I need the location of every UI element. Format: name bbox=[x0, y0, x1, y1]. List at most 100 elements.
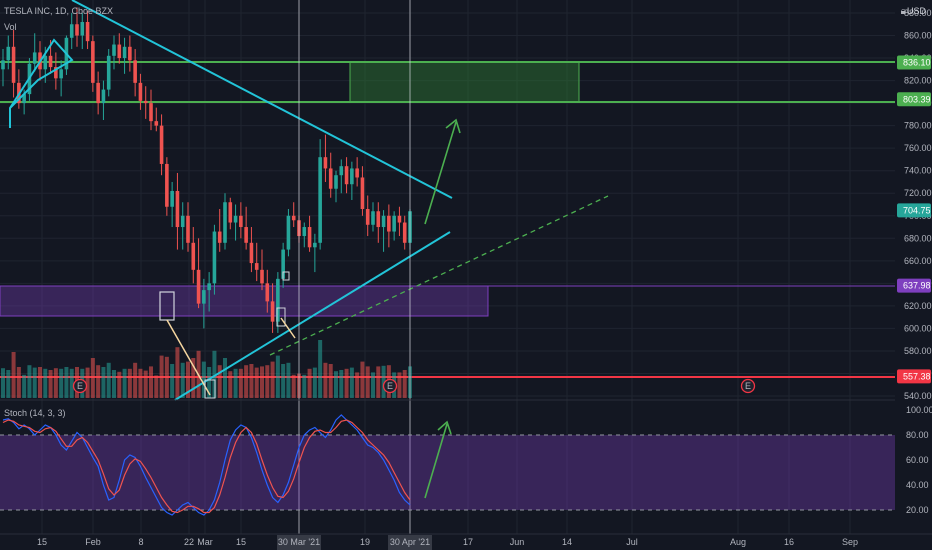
price-labels: 836.10 803.39 704.75 637.98 557.38 bbox=[897, 55, 931, 384]
volume-bar bbox=[11, 352, 16, 398]
volume-bar bbox=[233, 368, 238, 398]
candle-body bbox=[239, 215, 243, 228]
candle-body bbox=[270, 301, 275, 322]
candle-body bbox=[323, 157, 328, 169]
volume-bar bbox=[260, 366, 264, 398]
stoch-axis-ticks: 20.00 40.00 60.00 80.00 100.00 bbox=[906, 405, 932, 515]
candle-body bbox=[360, 177, 365, 210]
earnings-marker bbox=[740, 378, 756, 394]
time-tick: 15 bbox=[236, 537, 246, 547]
candle-body bbox=[286, 215, 291, 250]
volume-bar bbox=[360, 361, 365, 398]
currency-label[interactable]: USD bbox=[906, 6, 926, 16]
earnings-marker bbox=[382, 378, 398, 394]
price-label-box bbox=[897, 278, 931, 293]
volume-bar bbox=[27, 365, 32, 398]
volume-bar bbox=[217, 365, 222, 398]
volume-bar bbox=[16, 367, 21, 398]
price-axis[interactable] bbox=[895, 0, 932, 550]
volume-bar bbox=[127, 368, 132, 398]
candle-body bbox=[54, 67, 58, 79]
volume-bar bbox=[175, 347, 180, 398]
candle-body bbox=[313, 242, 317, 248]
volume-bar bbox=[355, 372, 360, 398]
volume-bar bbox=[270, 361, 275, 398]
time-tick: Feb bbox=[85, 537, 101, 547]
candle-body bbox=[11, 46, 16, 83]
volume-bar bbox=[90, 358, 95, 398]
candle-body bbox=[223, 202, 227, 243]
price-label-text: 557.38 bbox=[903, 371, 931, 381]
stoch-series-d bbox=[2, 419, 411, 514]
candle-body bbox=[170, 190, 174, 207]
volume-bar bbox=[223, 358, 227, 398]
ascending-trendline[interactable] bbox=[174, 231, 451, 401]
candle-body bbox=[128, 46, 132, 61]
pivot-line-2 bbox=[280, 317, 296, 339]
volume-bar bbox=[64, 367, 69, 398]
price-tick: 760.00 bbox=[904, 143, 932, 153]
volume-bar bbox=[238, 368, 243, 398]
volume-bar bbox=[133, 362, 138, 398]
volume-bar bbox=[402, 370, 407, 398]
time-tick: 8 bbox=[138, 537, 143, 547]
volume-bar bbox=[201, 361, 206, 398]
candle-body bbox=[307, 227, 312, 248]
earnings-marker-label: E bbox=[745, 381, 751, 391]
volume-bar bbox=[122, 368, 127, 398]
descending-trendline[interactable] bbox=[71, 0, 453, 199]
time-axis-ticks[interactable]: 15 Feb 8 22 Mar 15 30 Mar '21 19 30 Apr '21 17 Jun… bbox=[37, 535, 858, 550]
volume-bar bbox=[1, 368, 5, 398]
volume-bar bbox=[312, 367, 317, 398]
candle-body bbox=[22, 94, 26, 104]
candle-body bbox=[334, 175, 338, 189]
price-label-box bbox=[897, 369, 931, 384]
price-label-text: 803.39 bbox=[903, 94, 931, 104]
candle-body bbox=[202, 290, 206, 304]
volume-bar bbox=[191, 358, 196, 398]
earnings-marker bbox=[72, 378, 88, 394]
demand-zone bbox=[0, 285, 489, 317]
candle-body bbox=[138, 82, 143, 101]
candle-body bbox=[91, 41, 95, 83]
volume-bar bbox=[397, 372, 402, 398]
volume-bar bbox=[339, 370, 344, 398]
time-tick: 16 bbox=[784, 537, 794, 547]
symbol-title: TESLA INC, 1D, Cboe BZX bbox=[4, 6, 114, 16]
bullish-arrow-price bbox=[424, 118, 461, 225]
candle-body bbox=[244, 227, 248, 243]
volume-bar bbox=[302, 374, 307, 398]
candle-body bbox=[339, 166, 344, 176]
candle-body bbox=[149, 103, 153, 122]
volume-bar bbox=[154, 375, 159, 398]
stoch-tick: 20.00 bbox=[906, 505, 929, 515]
volume-bar bbox=[334, 371, 338, 398]
volume-bar bbox=[59, 368, 64, 398]
candle-body bbox=[265, 283, 270, 302]
candle-body bbox=[180, 215, 185, 228]
candle-body bbox=[80, 22, 85, 36]
volume-bar bbox=[117, 371, 122, 398]
price-tick: 820.00 bbox=[904, 76, 932, 86]
candle-body bbox=[122, 46, 127, 59]
price-tick: 540.00 bbox=[904, 391, 932, 401]
volume-bar bbox=[85, 367, 90, 398]
candle-body bbox=[196, 269, 201, 304]
price-tick: 720.00 bbox=[904, 188, 932, 198]
stoch-lines bbox=[2, 414, 411, 516]
candle-body bbox=[165, 163, 169, 207]
lock-icon[interactable]: 🔒︎ bbox=[900, 6, 906, 17]
volume-bar bbox=[69, 368, 74, 398]
stoch-tick: 100.00 bbox=[906, 405, 932, 415]
candle-body bbox=[276, 278, 280, 322]
candle-body bbox=[69, 24, 74, 38]
price-label-box bbox=[897, 203, 931, 218]
price-tick: 860.00 bbox=[904, 31, 932, 41]
volume-bar bbox=[381, 365, 386, 398]
price-tick: 600.00 bbox=[904, 323, 932, 333]
price-tick: 780.00 bbox=[904, 121, 932, 131]
pivot-line-1 bbox=[166, 319, 211, 396]
